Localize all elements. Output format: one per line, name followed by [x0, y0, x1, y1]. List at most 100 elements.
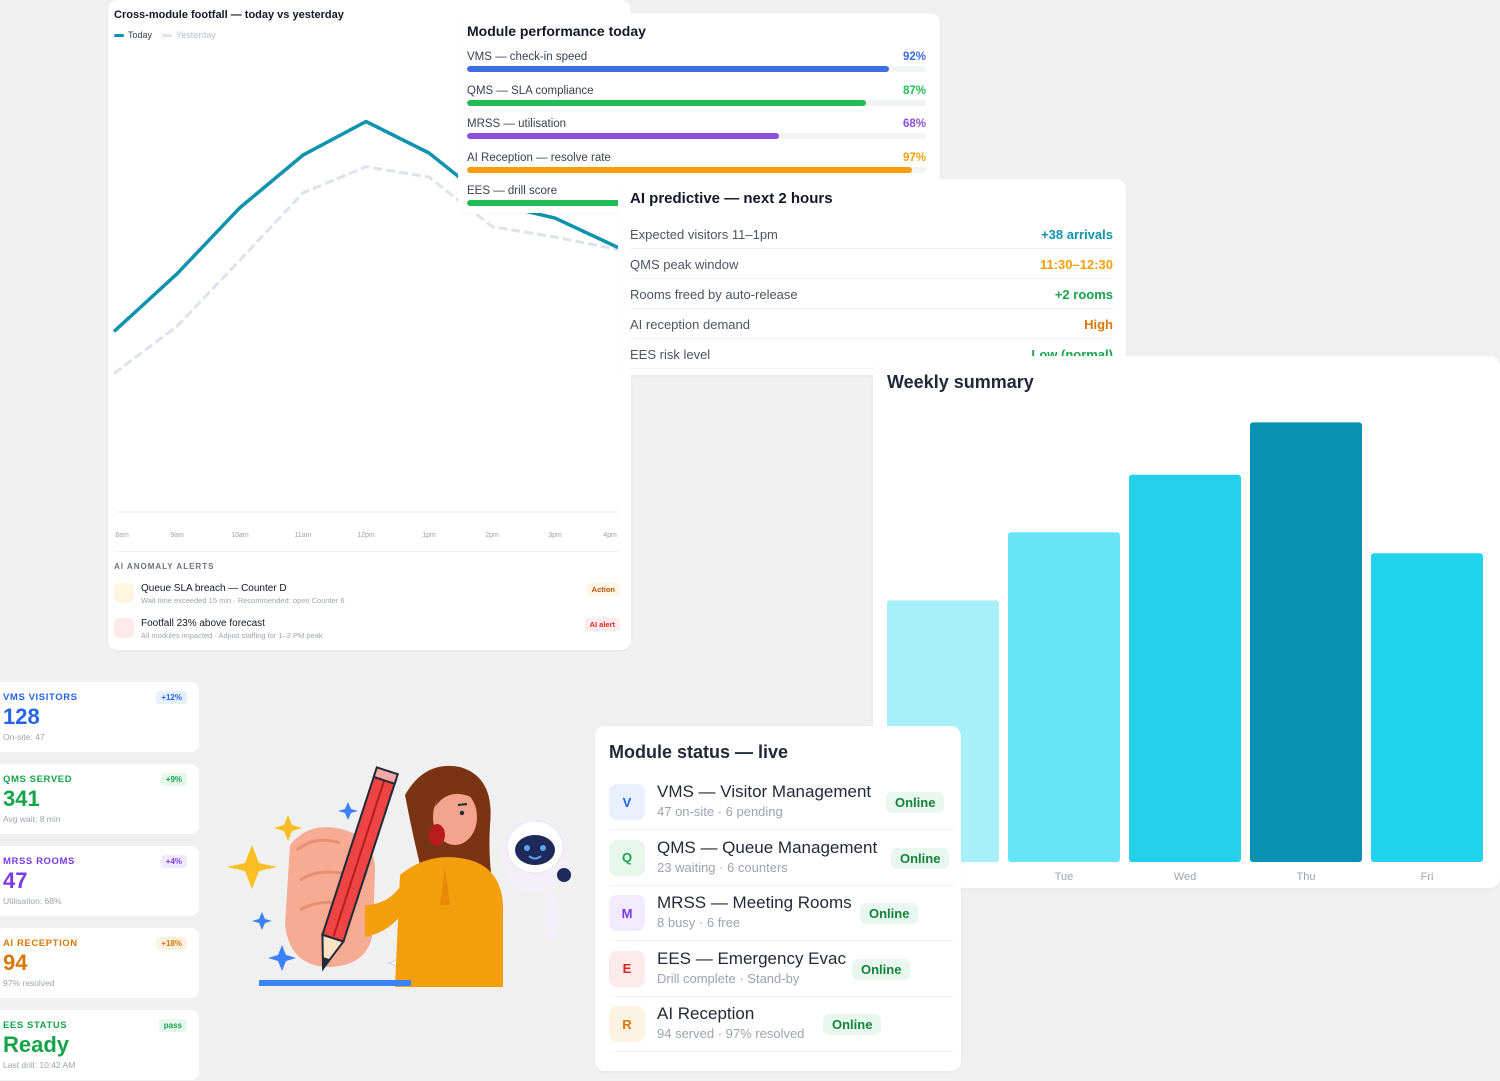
kpi-card[interactable]: VMS VISITORS +12% 128 On-site: 47	[0, 682, 199, 752]
performance-progress-fill	[467, 133, 780, 139]
module-status-row[interactable]: E EES — Emergency Evac Drill complete · St…	[609, 945, 954, 997]
alert-description: Wait time exceeded 15 min · Recommended:…	[141, 596, 345, 605]
module-detail: 23 waiting · 6 counters	[657, 859, 788, 875]
series-line-today	[112, 119, 619, 333]
performance-value: 68%	[902, 118, 926, 130]
x-tick-label: 4pm	[603, 532, 617, 539]
kpi-card[interactable]: QMS SERVED +9% 341 Avg wait: 8 min	[0, 764, 199, 834]
alert-ai-badge[interactable]: AI alert	[584, 618, 620, 631]
performance-progress-track	[467, 66, 926, 72]
footfall-x-axis-labels: 8am 9am 10am 11am 12pm 1pm 2pm 3pm 4pm	[114, 532, 620, 544]
performance-progress-fill	[467, 66, 890, 72]
kpi-trend-badge: +12%	[156, 691, 187, 704]
x-tick-label: Wed	[1174, 871, 1196, 883]
module-status-row[interactable]: V VMS — Visitor Management 47 on-site · 6 …	[609, 778, 954, 830]
module-status-row[interactable]: Q QMS — Queue Management 23 waiting · 6 co…	[609, 834, 954, 886]
anomaly-alert-queue-sla[interactable]: Queue SLA breach — Counter D Wait time e…	[114, 583, 620, 613]
module-name: AI Reception	[657, 1004, 755, 1023]
series-line-yesterday	[113, 165, 619, 375]
online-status-badge: Online	[891, 847, 950, 869]
kpi-card[interactable]: EES STATUS pass Ready Last drill: 10:42 AM	[0, 1010, 199, 1080]
module-performance-title: Module performance today	[467, 23, 646, 39]
online-status-badge: Online	[823, 1014, 882, 1035]
module-status-card: Module status — live V VMS — Visitor Mana…	[595, 726, 961, 1071]
kpi-label: EES STATUS	[3, 1020, 68, 1031]
prediction-value: +2 rooms	[1054, 287, 1113, 302]
sparkle-icon	[338, 802, 358, 820]
kpi-subtext: Avg wait: 8 min	[3, 814, 61, 824]
performance-row: QMS — SLA compliance 87%	[467, 85, 926, 115]
divider	[114, 551, 619, 552]
footfall-chart-title: Cross-module footfall — today vs yesterd…	[114, 9, 344, 21]
module-name: MRSS — Meeting Rooms	[657, 893, 852, 912]
alert-title: Queue SLA breach — Counter D	[141, 583, 287, 594]
bar-thu	[1250, 422, 1362, 862]
module-name: EES — Emergency Evac	[657, 948, 846, 968]
prediction-label: AI reception demand	[630, 317, 750, 332]
performance-value: 92%	[902, 51, 926, 63]
prediction-row: AI reception demand High	[630, 309, 1113, 339]
prediction-value: 11:30–12:30	[1039, 257, 1113, 272]
kpi-subtext: 97% resolved	[3, 978, 55, 988]
performance-row: AI Reception — resolve rate 97%	[467, 152, 926, 182]
performance-progress-fill	[467, 99, 867, 106]
performance-label: QMS — SLA compliance	[467, 84, 594, 97]
footfall-line-chart	[112, 119, 620, 513]
legend-item-yesterday: Yesterday	[162, 30, 216, 40]
module-detail: 94 served · 97% resolved	[657, 1026, 805, 1041]
alert-action-badge[interactable]: Action	[586, 583, 620, 596]
prediction-label: Expected visitors 11–1pm	[630, 227, 778, 242]
performance-label: VMS — check-in speed	[467, 51, 588, 63]
kpi-value: 128	[3, 704, 40, 729]
module-detail: 8 busy · 6 free	[657, 915, 741, 930]
x-tick-label: Thu	[1297, 871, 1316, 883]
online-status-badge: Online	[886, 792, 945, 813]
performance-row: MRSS — utilisation 68%	[467, 118, 926, 148]
bar-tue	[1008, 532, 1120, 862]
prediction-row: Rooms freed by auto-release +2 rooms	[630, 279, 1113, 309]
legend-label-today: Today	[128, 30, 153, 40]
kpi-label: VMS VISITORS	[3, 692, 78, 703]
x-tick-label: Fri	[1421, 871, 1434, 883]
kpi-card[interactable]: AI RECEPTION +18% 94 97% resolved	[0, 928, 199, 998]
module-name: VMS — Visitor Management	[657, 782, 872, 801]
sparkle-icon	[268, 945, 296, 971]
anomaly-alert-footfall[interactable]: Footfall 23% above forecast All modules …	[114, 618, 620, 648]
prediction-row: QMS peak window 11:30–12:30	[630, 249, 1113, 279]
legend-label-yesterday: Yesterday	[176, 30, 216, 40]
kpi-value: Ready	[3, 1032, 70, 1057]
weekly-summary-title: Weekly summary	[887, 372, 1034, 392]
performance-progress-track	[467, 99, 926, 106]
kpi-label: MRSS ROOMS	[3, 856, 75, 867]
bar-wed	[1129, 474, 1241, 862]
online-status-badge: Online	[852, 958, 911, 980]
module-status-row[interactable]: R AI Reception 94 served · 97% resolved Onl…	[609, 1000, 954, 1052]
performance-label: MRSS — utilisation	[467, 118, 567, 130]
prediction-label: QMS peak window	[630, 257, 739, 272]
kpi-trend-badge: +4%	[160, 855, 187, 868]
module-detail: 47 on-site · 6 pending	[657, 804, 783, 819]
module-status-row[interactable]: M MRSS — Meeting Rooms 8 busy · 6 free Onli…	[609, 889, 954, 941]
kpi-card[interactable]: MRSS ROOMS +4% 47 Utilisation: 68%	[0, 846, 199, 916]
footfall-legend: Today Yesterday	[114, 30, 216, 40]
performance-value: 97%	[902, 151, 926, 164]
x-tick-label: 9am	[170, 532, 184, 539]
weekly-bar-chart: MonTueWedThuFri	[887, 422, 1483, 883]
module-name: QMS — Queue Management	[657, 837, 878, 857]
kpi-value: 341	[3, 786, 40, 811]
prediction-label: EES risk level	[630, 347, 711, 362]
kpi-trend-badge: +9%	[160, 773, 187, 786]
prediction-row: Expected visitors 11–1pm +38 arrivals	[630, 219, 1113, 249]
x-tick-label: 8am	[115, 532, 129, 539]
module-detail: Drill complete · Stand-by	[657, 970, 800, 986]
performance-progress-track	[467, 133, 926, 139]
module-status-title: Module status — live	[609, 742, 789, 762]
x-tick-label: 2pm	[485, 532, 499, 539]
kpi-label: QMS SERVED	[3, 774, 73, 785]
performance-label: EES — drill score	[467, 185, 558, 197]
kpi-subtext: Utilisation: 68%	[3, 896, 62, 906]
module-letter-icon: V	[609, 784, 645, 820]
prediction-value: +38 arrivals	[1041, 227, 1113, 242]
performance-value: 87%	[902, 84, 926, 97]
performance-label: AI Reception — resolve rate	[467, 151, 611, 164]
